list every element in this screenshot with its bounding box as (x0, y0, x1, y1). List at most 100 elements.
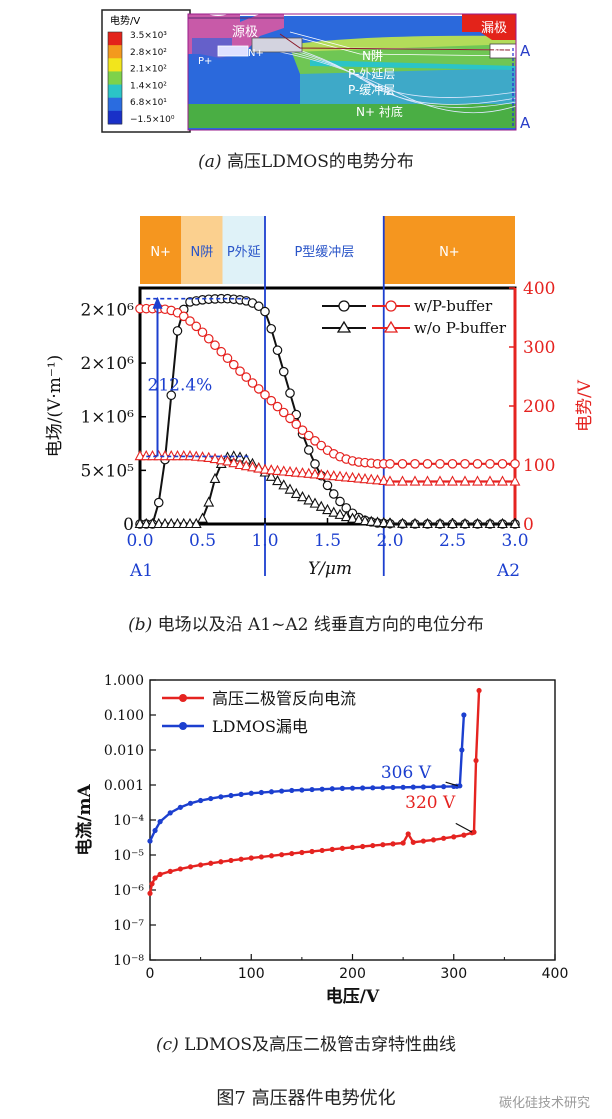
data-point (459, 517, 471, 529)
annotation-306: 306 V (381, 763, 458, 787)
y2-tick-label: 100 (523, 456, 555, 476)
data-point (359, 472, 371, 484)
data-point (497, 459, 508, 469)
data-point (177, 804, 183, 810)
panel-b: N+ N阱 P外延 P型缓冲层 N+ 0.0 0.5 1.0 1.5 2.0 2.5 3.0 0 5×10… (0, 210, 612, 590)
data-point (208, 795, 214, 802)
increase-arrow-head (152, 296, 163, 309)
legend-color-step (108, 84, 122, 99)
data-point (339, 845, 345, 851)
annotation-320: 320 V (405, 793, 473, 833)
data-point (215, 454, 227, 465)
region-header-4: N+ (383, 216, 515, 284)
data-point (178, 449, 190, 461)
data-point (191, 321, 202, 332)
data-point (228, 359, 239, 370)
caption-b-text: 电场以及沿 A1~A2 线垂直方向的电位分布 (157, 615, 484, 635)
data-point (441, 784, 447, 790)
data-point (328, 489, 339, 499)
data-point (319, 847, 325, 854)
data-point (353, 472, 365, 483)
data-point (134, 517, 146, 529)
data-point (209, 472, 221, 483)
data-point (365, 473, 377, 484)
y-tick-label: 10⁻⁴ (113, 813, 144, 829)
data-point (178, 517, 190, 529)
caption-b: (b) 电场以及沿 A1~A2 线垂直方向的电位分布 (0, 610, 612, 635)
data-point (165, 517, 177, 529)
x-tick-label: 100 (238, 966, 265, 982)
data-point (228, 857, 234, 864)
region-block (265, 216, 384, 284)
data-point (459, 475, 471, 486)
data-point (390, 841, 396, 847)
data-point (238, 791, 244, 797)
y-tick-label: 10⁻⁵ (113, 848, 144, 864)
data-point (334, 470, 346, 481)
caption-c-text: LDMOS及高压二极管击穿特性曲线 (184, 1035, 457, 1055)
x-tick-label: 3.0 (501, 531, 528, 551)
x-tick-label: 0 (146, 966, 155, 982)
data-point (472, 475, 483, 486)
y-tick-label: 10⁻⁷ (113, 918, 144, 934)
data-point (184, 449, 196, 461)
data-point (210, 340, 220, 351)
y-axis-label: 电流/mA (74, 783, 95, 855)
data-point (384, 517, 396, 528)
legend-marker (179, 694, 187, 702)
device-cross-section (187, 13, 517, 131)
data-point (384, 475, 396, 486)
series-0 (147, 687, 482, 896)
drain-region (462, 14, 516, 40)
data-point (409, 517, 421, 528)
data-point (289, 787, 295, 794)
data-point (328, 470, 340, 481)
data-point (353, 513, 365, 524)
label-drain: 漏极 (481, 20, 507, 36)
caption-a: (a) 高压LDMOS的电势分布 (0, 147, 612, 172)
data-point (378, 474, 390, 485)
data-point (198, 862, 204, 868)
label-p-buffer: P-缓冲层 (348, 82, 395, 97)
data-point (434, 475, 446, 486)
region-header-1: N阱 (181, 216, 223, 284)
data-point (340, 510, 352, 522)
region-header-3: P型缓冲层 (265, 216, 384, 284)
increase-annotation: 212.4% (148, 376, 213, 396)
label-source: 源极 (232, 25, 258, 40)
data-point (309, 786, 315, 793)
data-point (370, 785, 376, 791)
data-point (410, 784, 416, 790)
data-point (380, 842, 386, 848)
annotation-306-arrow (445, 781, 458, 787)
data-point (397, 459, 408, 469)
data-point (385, 459, 395, 469)
y-tick-label: 0 (123, 515, 134, 535)
data-point (340, 471, 352, 482)
region-block (222, 216, 265, 284)
y-tick-label: 10⁻⁶ (113, 883, 144, 899)
gate-region (251, 37, 303, 53)
data-point (400, 784, 406, 790)
x-tick-label: 400 (542, 966, 569, 982)
data-point (258, 789, 264, 796)
y2-axis-label: 电势/V (575, 379, 595, 432)
data-point (272, 401, 283, 412)
data-point (228, 457, 240, 468)
data-point (218, 794, 224, 800)
data-point (405, 831, 411, 837)
data-point (397, 475, 408, 486)
chart-b-legend: w/P-buffer w/o P-buffer (322, 297, 507, 337)
label-a2: A2 (496, 561, 520, 581)
data-point (190, 517, 202, 529)
region-block (181, 216, 223, 284)
data-point (197, 327, 208, 338)
data-point (177, 866, 183, 872)
data-point (372, 516, 383, 527)
data-point (497, 475, 508, 486)
y-tick-label: 0.010 (104, 743, 144, 759)
data-point (372, 474, 383, 485)
data-point (435, 459, 445, 469)
data-point (378, 516, 390, 528)
x-tick-label: 0.5 (189, 531, 216, 551)
